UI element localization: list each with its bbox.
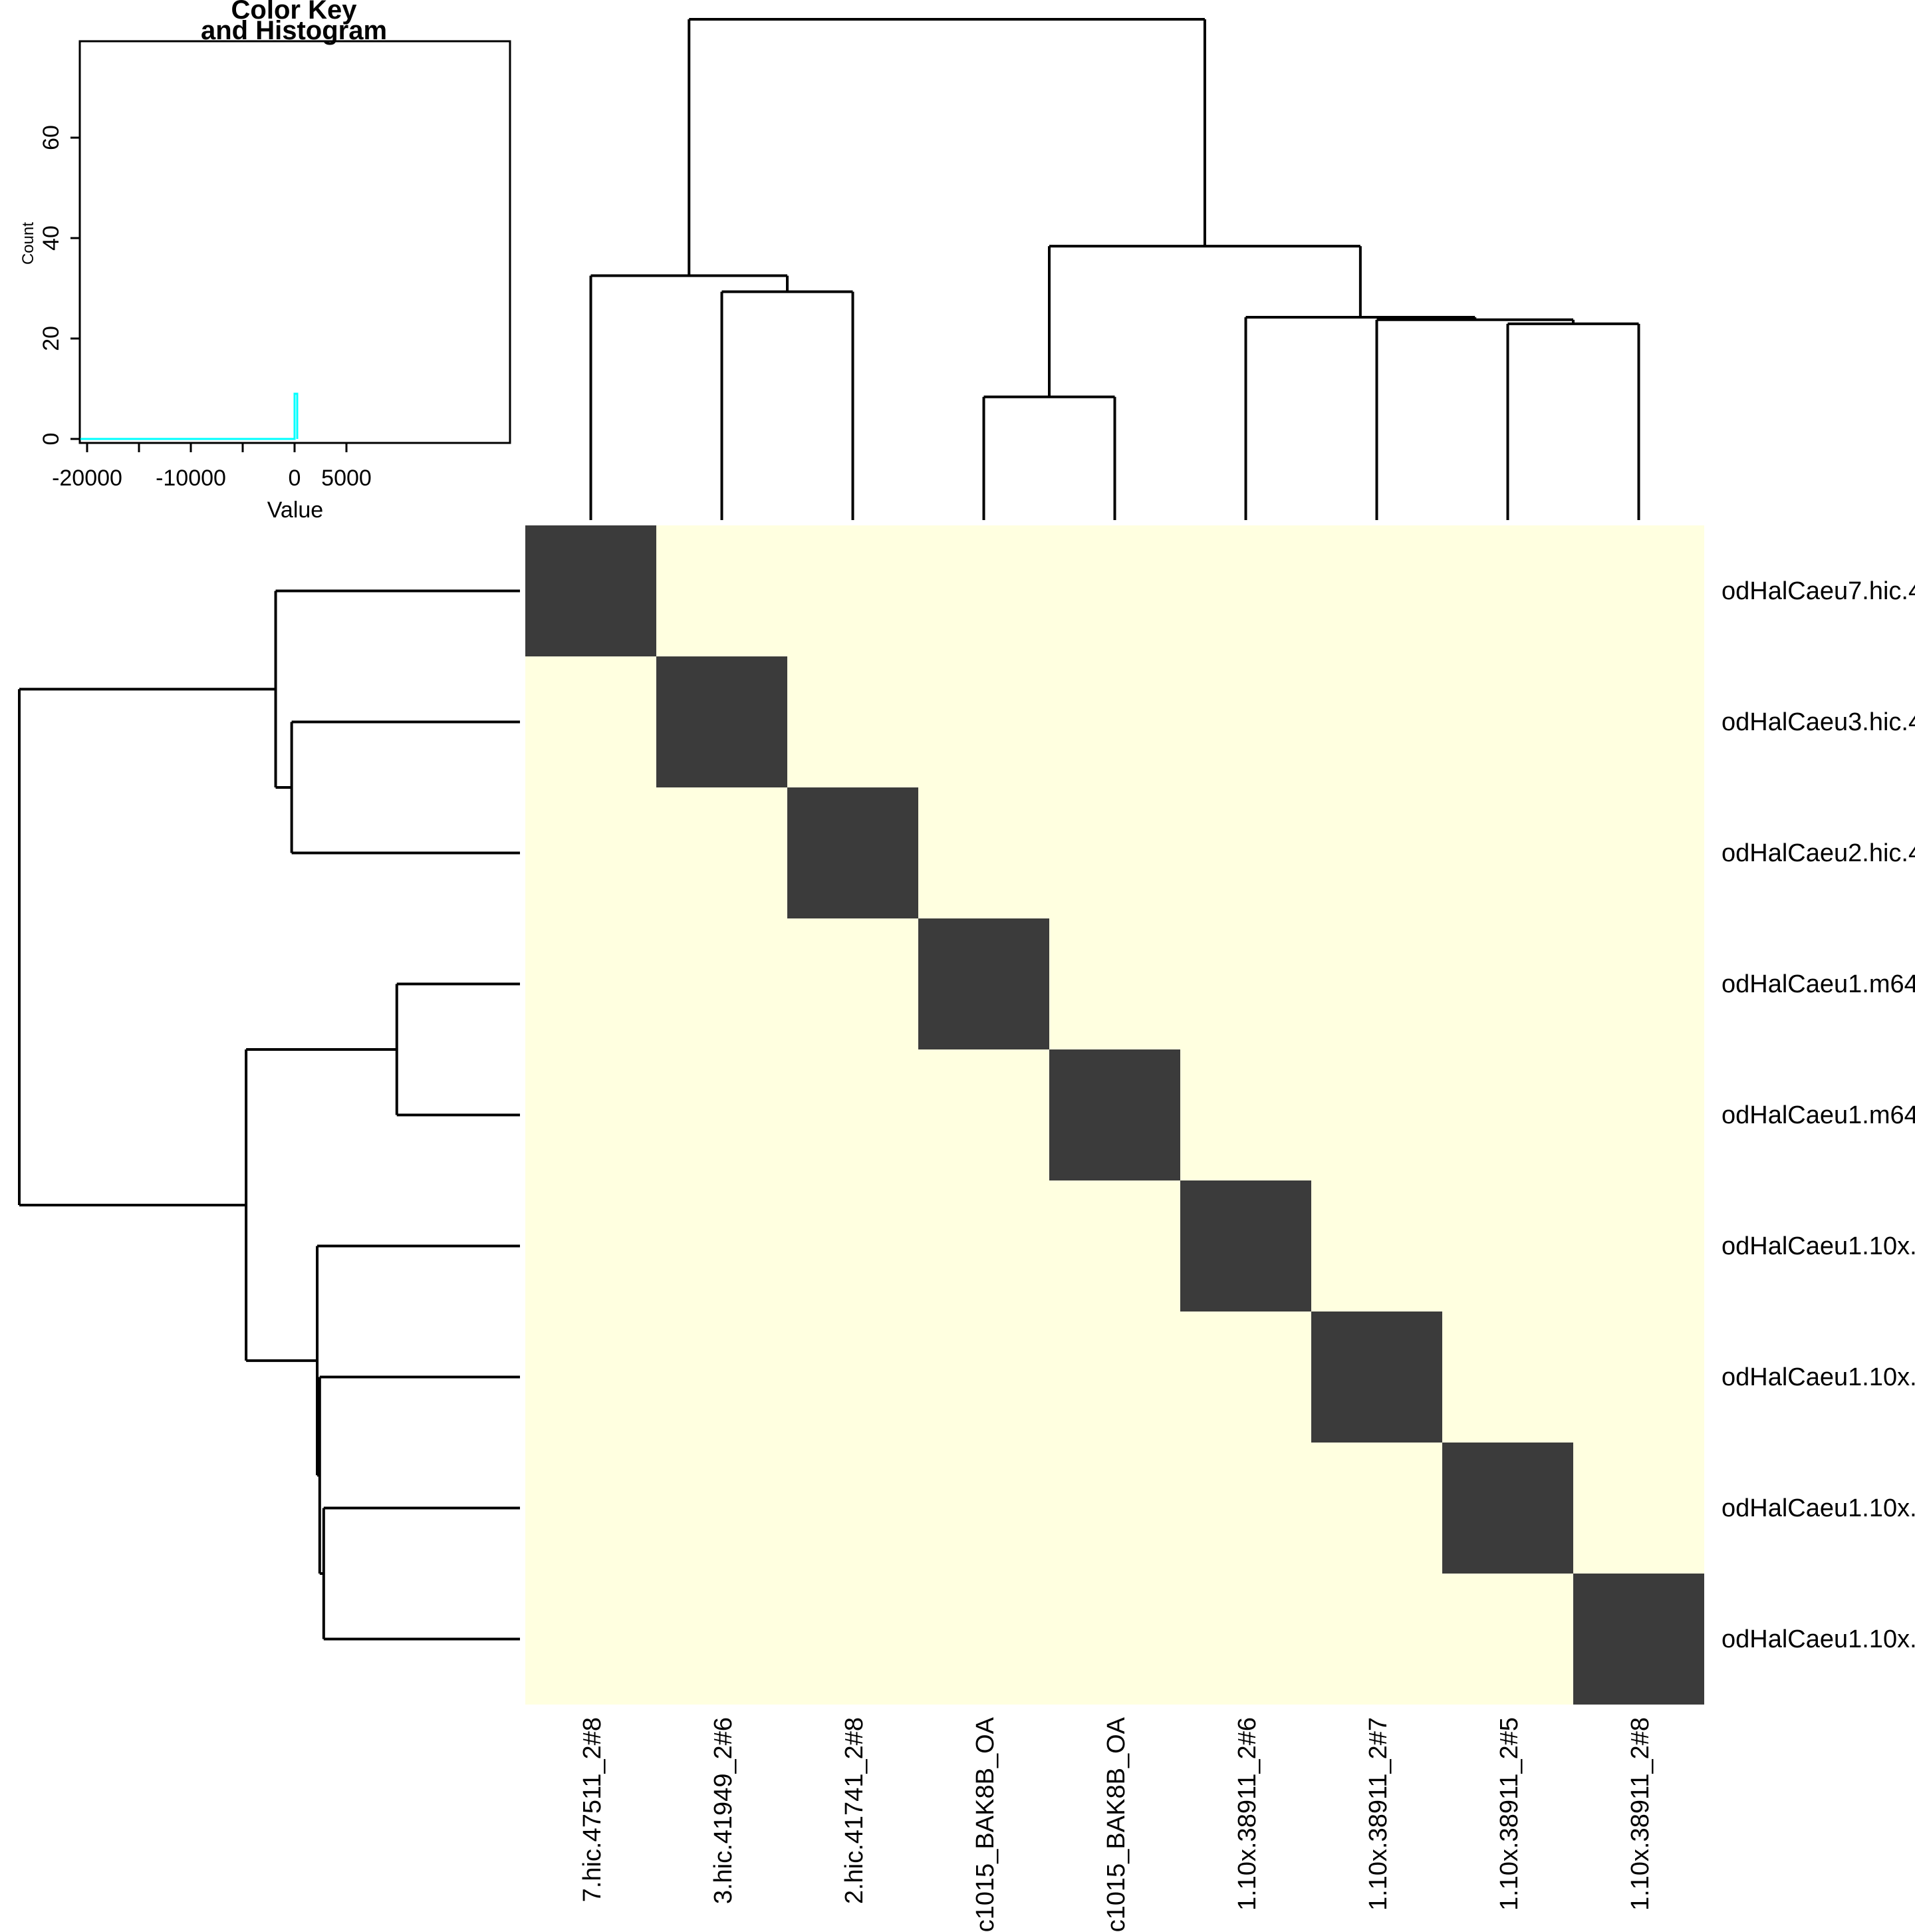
row-label-4: odHalCaeu1.m64 bbox=[1722, 970, 1915, 998]
column-label-4: c1015_BAK8B_OA bbox=[971, 1717, 999, 1932]
y-axis-tick-label: 0 bbox=[39, 433, 64, 446]
heatmap-grid bbox=[525, 525, 1704, 1705]
row-label-2: odHalCaeu3.hic.4 bbox=[1722, 708, 1915, 736]
column-label-8: 1.10x.38911_2#5 bbox=[1495, 1717, 1523, 1911]
heatmap-cell-1-1 bbox=[525, 525, 656, 656]
heatmap-cell-8-8 bbox=[1442, 1443, 1573, 1574]
heatmap-cell-4-4 bbox=[918, 918, 1049, 1049]
row-label-6: odHalCaeu1.10x. bbox=[1722, 1232, 1915, 1260]
column-label-5: c1015_BAK8B_OA bbox=[1102, 1717, 1130, 1932]
x-axis-tick-label: -10000 bbox=[156, 466, 226, 491]
color-key-title-line1: Color Key bbox=[231, 0, 358, 25]
row-label-9: odHalCaeu1.10x. bbox=[1722, 1625, 1915, 1653]
color-key-xlabel: Value bbox=[267, 497, 323, 523]
y-axis-tick-label: 40 bbox=[39, 225, 64, 251]
heatmap-cell-7-7 bbox=[1311, 1311, 1442, 1443]
column-dendrogram bbox=[589, 18, 1640, 520]
column-label-2: 3.hic.41949_2#6 bbox=[709, 1717, 737, 1905]
column-label-7: 1.10x.38911_2#7 bbox=[1364, 1717, 1392, 1911]
heatmap-cell-2-2 bbox=[656, 656, 787, 787]
row-dendrogram bbox=[18, 589, 520, 1641]
color-key-axes: -20000 -10000 0 5000 0 20 40 60 bbox=[39, 125, 372, 491]
heatmap-cell-6-6 bbox=[1180, 1180, 1311, 1311]
x-axis-tick-label: -20000 bbox=[52, 466, 122, 491]
row-label-7: odHalCaeu1.10x. bbox=[1722, 1363, 1915, 1391]
column-label-9: 1.10x.38911_2#8 bbox=[1626, 1717, 1654, 1911]
y-axis-tick-label: 60 bbox=[39, 125, 64, 150]
row-label-8: odHalCaeu1.10x. bbox=[1722, 1494, 1915, 1522]
color-key-histogram-trace bbox=[80, 392, 299, 440]
color-key-panel: Color Key and Histogram -20000 -10000 0 500… bbox=[19, 0, 511, 523]
row-label-5: odHalCaeu1.m64 bbox=[1722, 1101, 1915, 1129]
y-axis-tick-label: 20 bbox=[39, 326, 64, 351]
color-key-ylabel: Count bbox=[19, 222, 37, 265]
column-label-1: 7.hic.47511_2#8 bbox=[578, 1717, 606, 1903]
heatmap-cell-3-3 bbox=[787, 787, 918, 918]
row-label-1: odHalCaeu7.hic.4 bbox=[1722, 577, 1915, 605]
row-label-3: odHalCaeu2.hic.4 bbox=[1722, 839, 1915, 867]
column-label-6: 1.10x.38911_2#6 bbox=[1233, 1717, 1261, 1911]
heatmap-cell-9-9 bbox=[1573, 1574, 1704, 1705]
heatmap-cell-5-5 bbox=[1049, 1049, 1180, 1180]
x-axis-tick-label: 0 bbox=[289, 466, 301, 491]
column-label-3: 2.hic.41741_2#8 bbox=[840, 1717, 868, 1905]
x-axis-tick-label: 5000 bbox=[321, 466, 372, 491]
